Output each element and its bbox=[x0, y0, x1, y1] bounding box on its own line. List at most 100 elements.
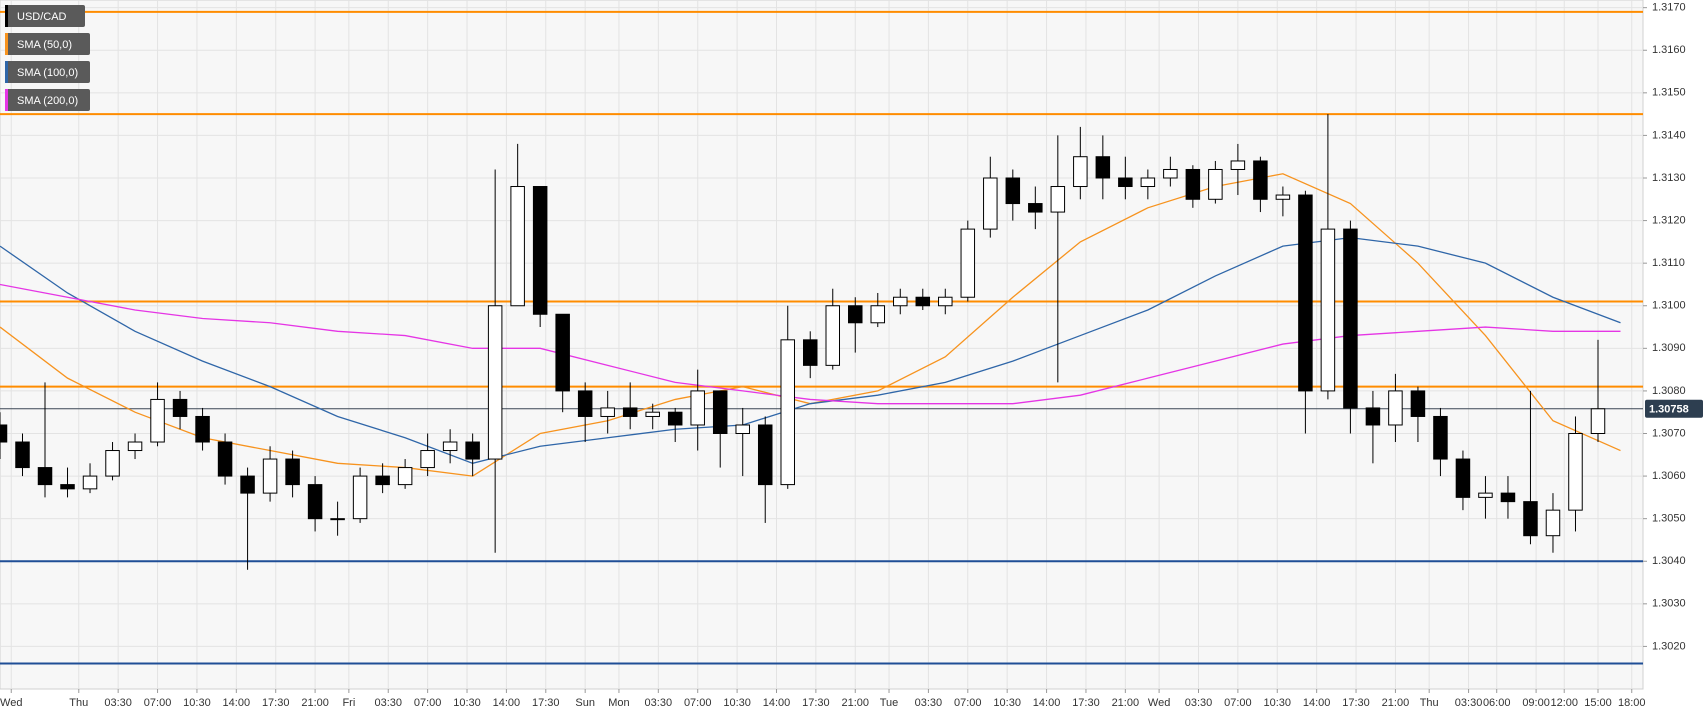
x-tick-label: Thu bbox=[1420, 697, 1439, 709]
candle-body bbox=[825, 305, 841, 366]
x-tick-label: 06:00 bbox=[1483, 697, 1511, 709]
y-tick-label: 1.3100 bbox=[1652, 300, 1686, 312]
candle-body bbox=[127, 441, 143, 452]
legend-box bbox=[5, 33, 90, 55]
candle-body bbox=[1073, 156, 1088, 188]
candle-body bbox=[307, 484, 323, 520]
candle-body bbox=[487, 305, 503, 460]
candle-body bbox=[330, 518, 345, 521]
x-tick-label: 03:30 bbox=[915, 697, 943, 709]
candle-body bbox=[1253, 160, 1268, 200]
candle-body bbox=[1343, 228, 1358, 409]
x-tick-label: 21:00 bbox=[1112, 697, 1140, 709]
x-tick-label: 07:00 bbox=[144, 697, 172, 709]
legend-label: SMA (50,0) bbox=[17, 39, 72, 51]
x-tick-label: 10:30 bbox=[183, 697, 211, 709]
y-tick-label: 1.3040 bbox=[1652, 555, 1686, 567]
candle-body bbox=[510, 186, 525, 307]
x-tick-label: 17:30 bbox=[532, 697, 560, 709]
candle-body bbox=[1433, 415, 1448, 460]
x-tick-label: 14:00 bbox=[1033, 697, 1061, 709]
y-tick-label: 1.3110 bbox=[1652, 257, 1685, 269]
candle-body bbox=[915, 296, 931, 307]
candle-body bbox=[82, 475, 98, 490]
y-tick-label: 1.3150 bbox=[1652, 87, 1686, 99]
y-tick-label: 1.3080 bbox=[1652, 385, 1686, 397]
candle-body bbox=[1590, 408, 1606, 434]
candle-body bbox=[690, 390, 705, 426]
candle-body bbox=[262, 458, 278, 494]
x-tick-label: Wed bbox=[1148, 697, 1170, 709]
grid bbox=[0, 0, 1643, 689]
candle-body bbox=[1095, 156, 1111, 179]
candle-body bbox=[397, 467, 413, 486]
candle-body bbox=[802, 339, 818, 366]
candle-body bbox=[1140, 177, 1156, 188]
candle-body bbox=[285, 458, 300, 486]
legend-label: USD/CAD bbox=[17, 11, 67, 23]
x-tick-label: 07:00 bbox=[954, 697, 982, 709]
y-tick-label: 1.3070 bbox=[1652, 427, 1686, 439]
y-tick-label: 1.3060 bbox=[1652, 470, 1686, 482]
legend-swatch bbox=[5, 5, 8, 27]
candle-body bbox=[893, 296, 908, 307]
x-tick-label: 07:00 bbox=[414, 697, 442, 709]
candle-body bbox=[622, 407, 638, 417]
candle-body bbox=[1320, 228, 1336, 392]
x-tick-label: 17:30 bbox=[262, 697, 290, 709]
x-tick-label: Fri bbox=[342, 697, 355, 709]
candle-body bbox=[37, 467, 53, 486]
x-tick-label: 17:30 bbox=[802, 697, 830, 709]
candle-body bbox=[352, 475, 368, 520]
candle-body bbox=[1478, 492, 1493, 498]
y-tick-label: 1.3050 bbox=[1652, 513, 1686, 525]
candle-body bbox=[712, 390, 728, 434]
x-tick-label: 03:30 bbox=[104, 697, 132, 709]
candle-body bbox=[532, 186, 548, 315]
y-tick-label: 1.3020 bbox=[1652, 640, 1686, 652]
x-tick-label: 03:30 bbox=[1455, 697, 1483, 709]
candle-body bbox=[1388, 390, 1403, 426]
candle-body bbox=[375, 475, 390, 486]
candle-body bbox=[1050, 186, 1066, 213]
x-tick-label: Thu bbox=[69, 697, 88, 709]
candle-body bbox=[645, 411, 660, 417]
candle-body bbox=[1005, 177, 1021, 205]
candle-body bbox=[848, 305, 863, 324]
x-tick-label: 12:00 bbox=[1550, 697, 1578, 709]
levels bbox=[0, 10, 1643, 665]
y-tick-label: 1.3030 bbox=[1652, 598, 1686, 610]
x-tick-label: 21:00 bbox=[1382, 697, 1410, 709]
x-tick-label: Tue bbox=[880, 697, 899, 709]
x-tick-label: 10:30 bbox=[1263, 697, 1291, 709]
legend: USD/CAD SMA (50,0) SMA (100,0) SMA (200,0) bbox=[5, 5, 90, 111]
candle-body bbox=[1500, 492, 1516, 503]
candle-body bbox=[780, 339, 795, 486]
x-tick-label: 03:30 bbox=[1185, 697, 1213, 709]
candle-body bbox=[600, 407, 615, 417]
candle-body bbox=[60, 484, 75, 490]
legend-label: SMA (200,0) bbox=[17, 95, 78, 107]
candle-body bbox=[938, 296, 953, 307]
x-tick-label: Mon bbox=[608, 697, 629, 709]
candle-body bbox=[1028, 203, 1043, 213]
x-tick-label: 21:00 bbox=[841, 697, 869, 709]
candle-body bbox=[1163, 168, 1178, 179]
candle-body bbox=[442, 441, 458, 452]
y-tick-label: 1.3140 bbox=[1652, 129, 1686, 141]
y-tick-label: 1.3130 bbox=[1652, 172, 1686, 184]
candle-body bbox=[240, 475, 255, 494]
candle-body bbox=[1545, 509, 1561, 537]
candle-body bbox=[577, 390, 593, 417]
x-tick-label: 14:00 bbox=[223, 697, 251, 709]
x-tick-label: 03:30 bbox=[645, 697, 673, 709]
candle-body bbox=[0, 424, 8, 443]
x-tick-label: 07:00 bbox=[1224, 697, 1252, 709]
candle-body bbox=[555, 313, 570, 392]
candle-body bbox=[1208, 168, 1223, 200]
candle-body bbox=[757, 424, 773, 486]
legend-box bbox=[5, 89, 90, 111]
x-tick-label: 07:00 bbox=[684, 697, 712, 709]
candle-body bbox=[1118, 177, 1133, 188]
